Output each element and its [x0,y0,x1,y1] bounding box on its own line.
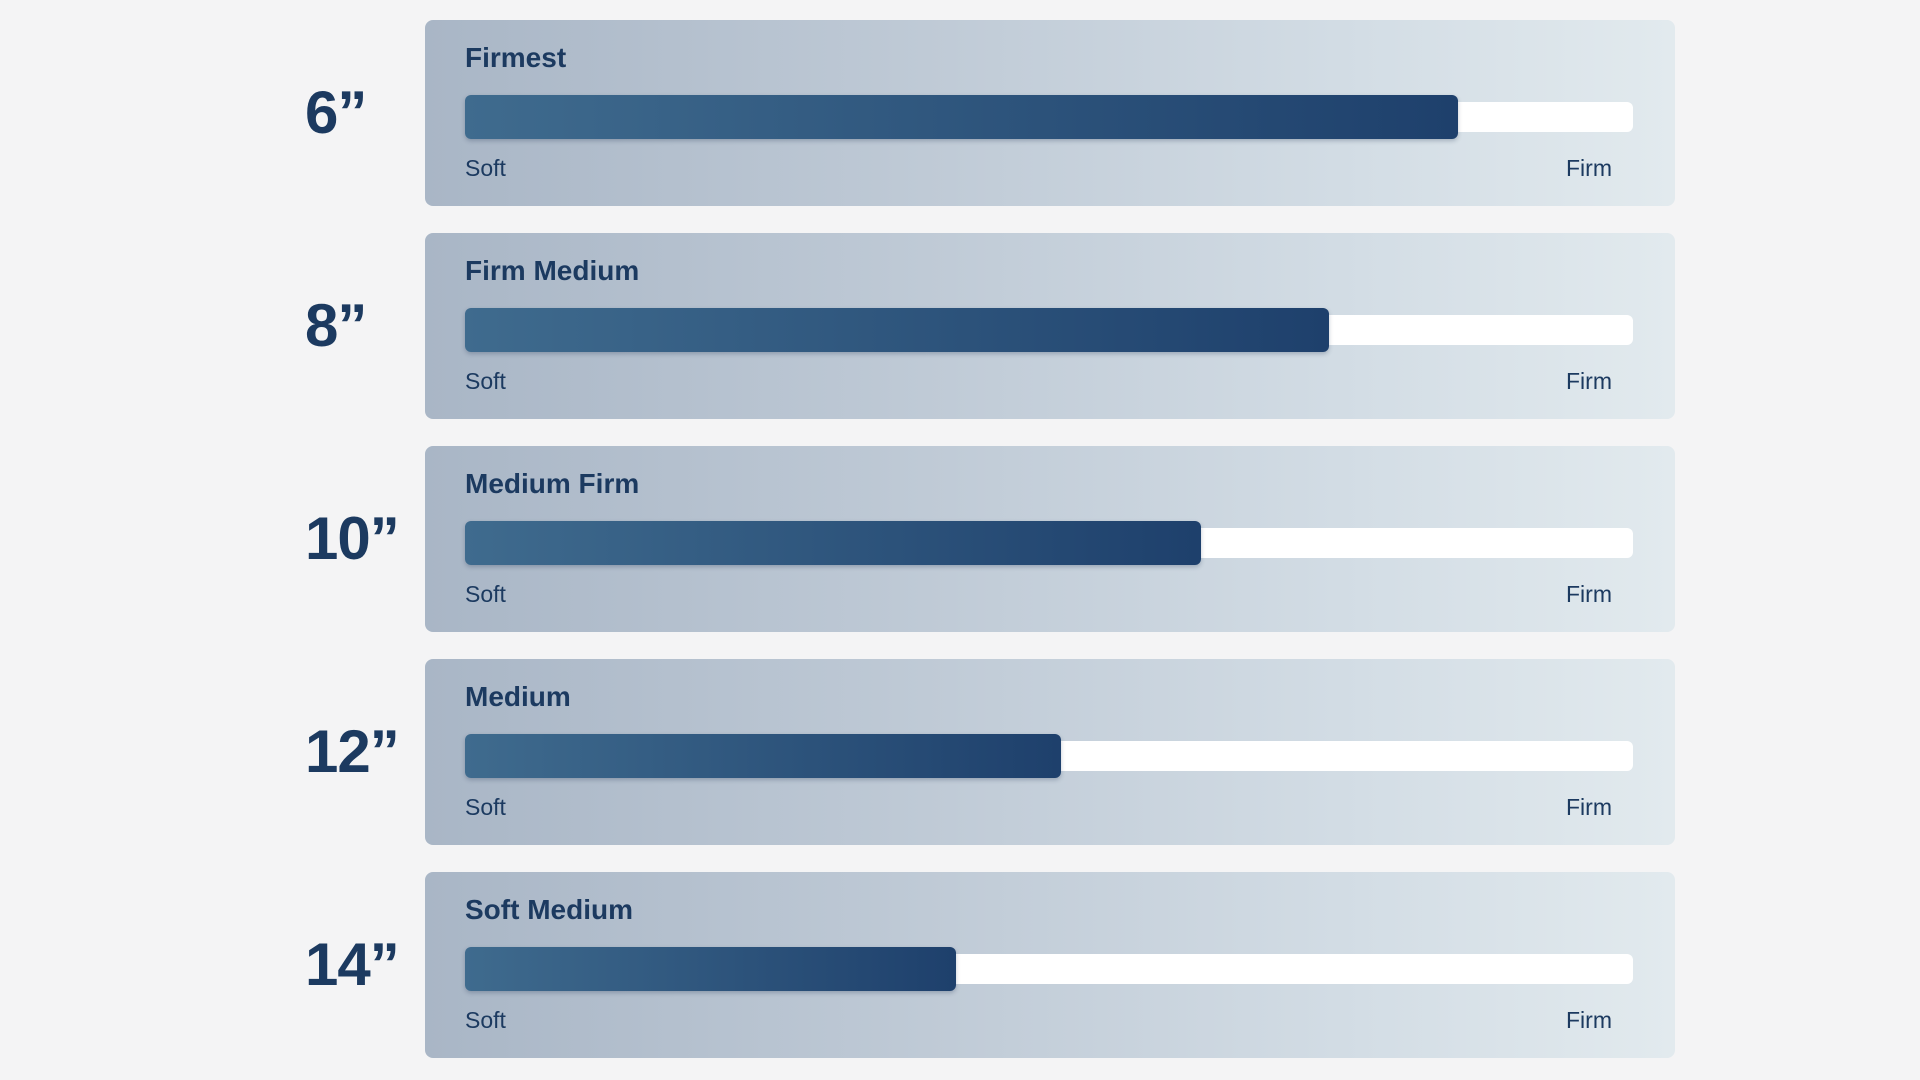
firmness-card: Firmest Soft Firm [425,20,1675,206]
firmness-card: Soft Medium Soft Firm [425,872,1675,1058]
scale-min-label: Soft [465,794,506,820]
firmness-bar [465,521,1201,565]
firmness-row: 14” Soft Medium Soft Firm [0,872,1920,1058]
scale-min-label: Soft [465,368,506,394]
firmness-bar [465,308,1330,352]
size-label: 14” [305,931,400,998]
firmness-level-label: Firmest [465,42,567,73]
size-label: 10” [305,505,400,572]
size-label: 12” [305,718,400,785]
firmness-row: 6” Firmest Soft Firm [0,20,1920,206]
firmness-bar [465,734,1061,778]
firmness-level-label: Soft Medium [465,894,633,925]
scale-min-label: Soft [465,155,506,181]
firmness-level-label: Firm Medium [465,255,640,286]
firmness-card: Medium Soft Firm [425,659,1675,845]
scale-max-label: Firm [1566,794,1612,820]
scale-max-label: Firm [1566,368,1612,394]
firmness-card: Medium Firm Soft Firm [425,446,1675,632]
scale-min-label: Soft [465,581,506,607]
firmness-level-label: Medium Firm [465,468,640,499]
firmness-level-label: Medium [465,681,571,712]
size-label: 6” [305,79,367,146]
scale-max-label: Firm [1566,581,1612,607]
size-label: 8” [305,292,367,359]
firmness-bar [465,95,1458,139]
scale-max-label: Firm [1566,1007,1612,1033]
firmness-row: 10” Medium Firm Soft Firm [0,446,1920,632]
scale-min-label: Soft [465,1007,506,1033]
firmness-row: 12” Medium Soft Firm [0,659,1920,845]
firmness-card: Firm Medium Soft Firm [425,233,1675,419]
scale-max-label: Firm [1566,155,1612,181]
firmness-bar [465,947,956,991]
firmness-row: 8” Firm Medium Soft Firm [0,233,1920,419]
